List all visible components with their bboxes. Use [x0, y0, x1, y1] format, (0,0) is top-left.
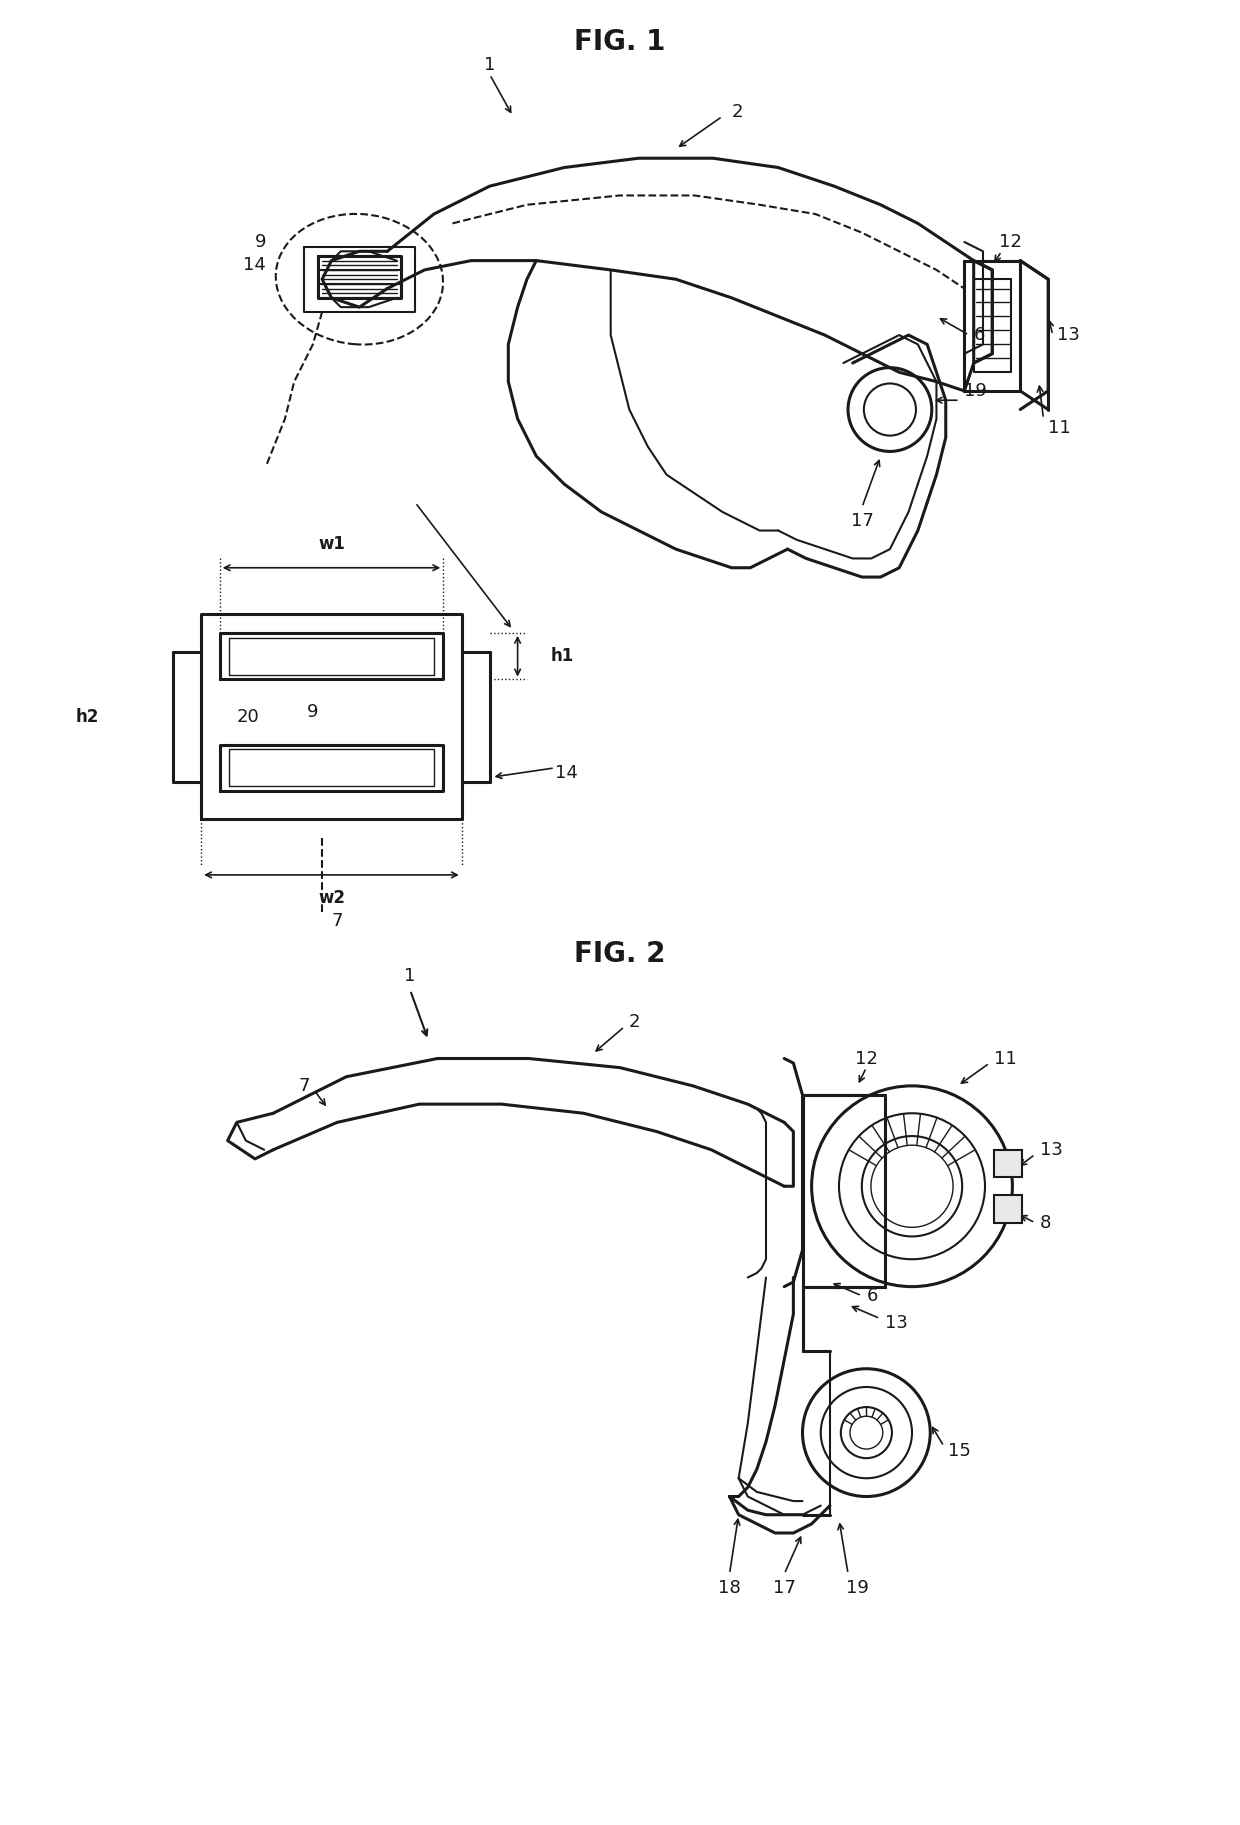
Text: 8: 8: [1040, 1214, 1052, 1232]
Text: 18: 18: [718, 1579, 740, 1597]
Text: 6: 6: [973, 327, 985, 345]
Text: 19: 19: [846, 1579, 869, 1597]
Text: 1: 1: [484, 57, 496, 75]
Text: 12: 12: [854, 1049, 878, 1068]
Text: 13: 13: [1058, 327, 1080, 345]
Text: FIG. 2: FIG. 2: [574, 940, 666, 967]
Text: 15: 15: [949, 1442, 971, 1460]
Text: 13: 13: [884, 1314, 908, 1332]
Text: 2: 2: [629, 1013, 641, 1031]
Text: 19: 19: [965, 381, 987, 400]
Text: 2: 2: [732, 102, 743, 120]
Text: 14: 14: [554, 763, 578, 781]
Text: 12: 12: [999, 234, 1022, 252]
Text: 7: 7: [331, 912, 343, 931]
Text: 11: 11: [994, 1049, 1017, 1068]
Polygon shape: [994, 1150, 1022, 1177]
Text: h1: h1: [551, 648, 573, 664]
Text: 14: 14: [243, 256, 267, 274]
Text: w1: w1: [317, 535, 345, 553]
Text: 9: 9: [254, 234, 267, 252]
Text: 9: 9: [308, 703, 319, 721]
Text: 7: 7: [299, 1077, 310, 1095]
Text: 6: 6: [867, 1287, 878, 1305]
Text: 11: 11: [1048, 420, 1071, 438]
Text: 17: 17: [851, 513, 873, 531]
Text: h2: h2: [76, 708, 99, 726]
Text: 17: 17: [773, 1579, 796, 1597]
Polygon shape: [994, 1195, 1022, 1223]
Text: 13: 13: [1040, 1141, 1063, 1159]
Text: FIG. 1: FIG. 1: [574, 27, 666, 57]
Text: 1: 1: [404, 967, 415, 986]
Text: 20: 20: [237, 708, 259, 726]
Text: w2: w2: [317, 889, 345, 907]
